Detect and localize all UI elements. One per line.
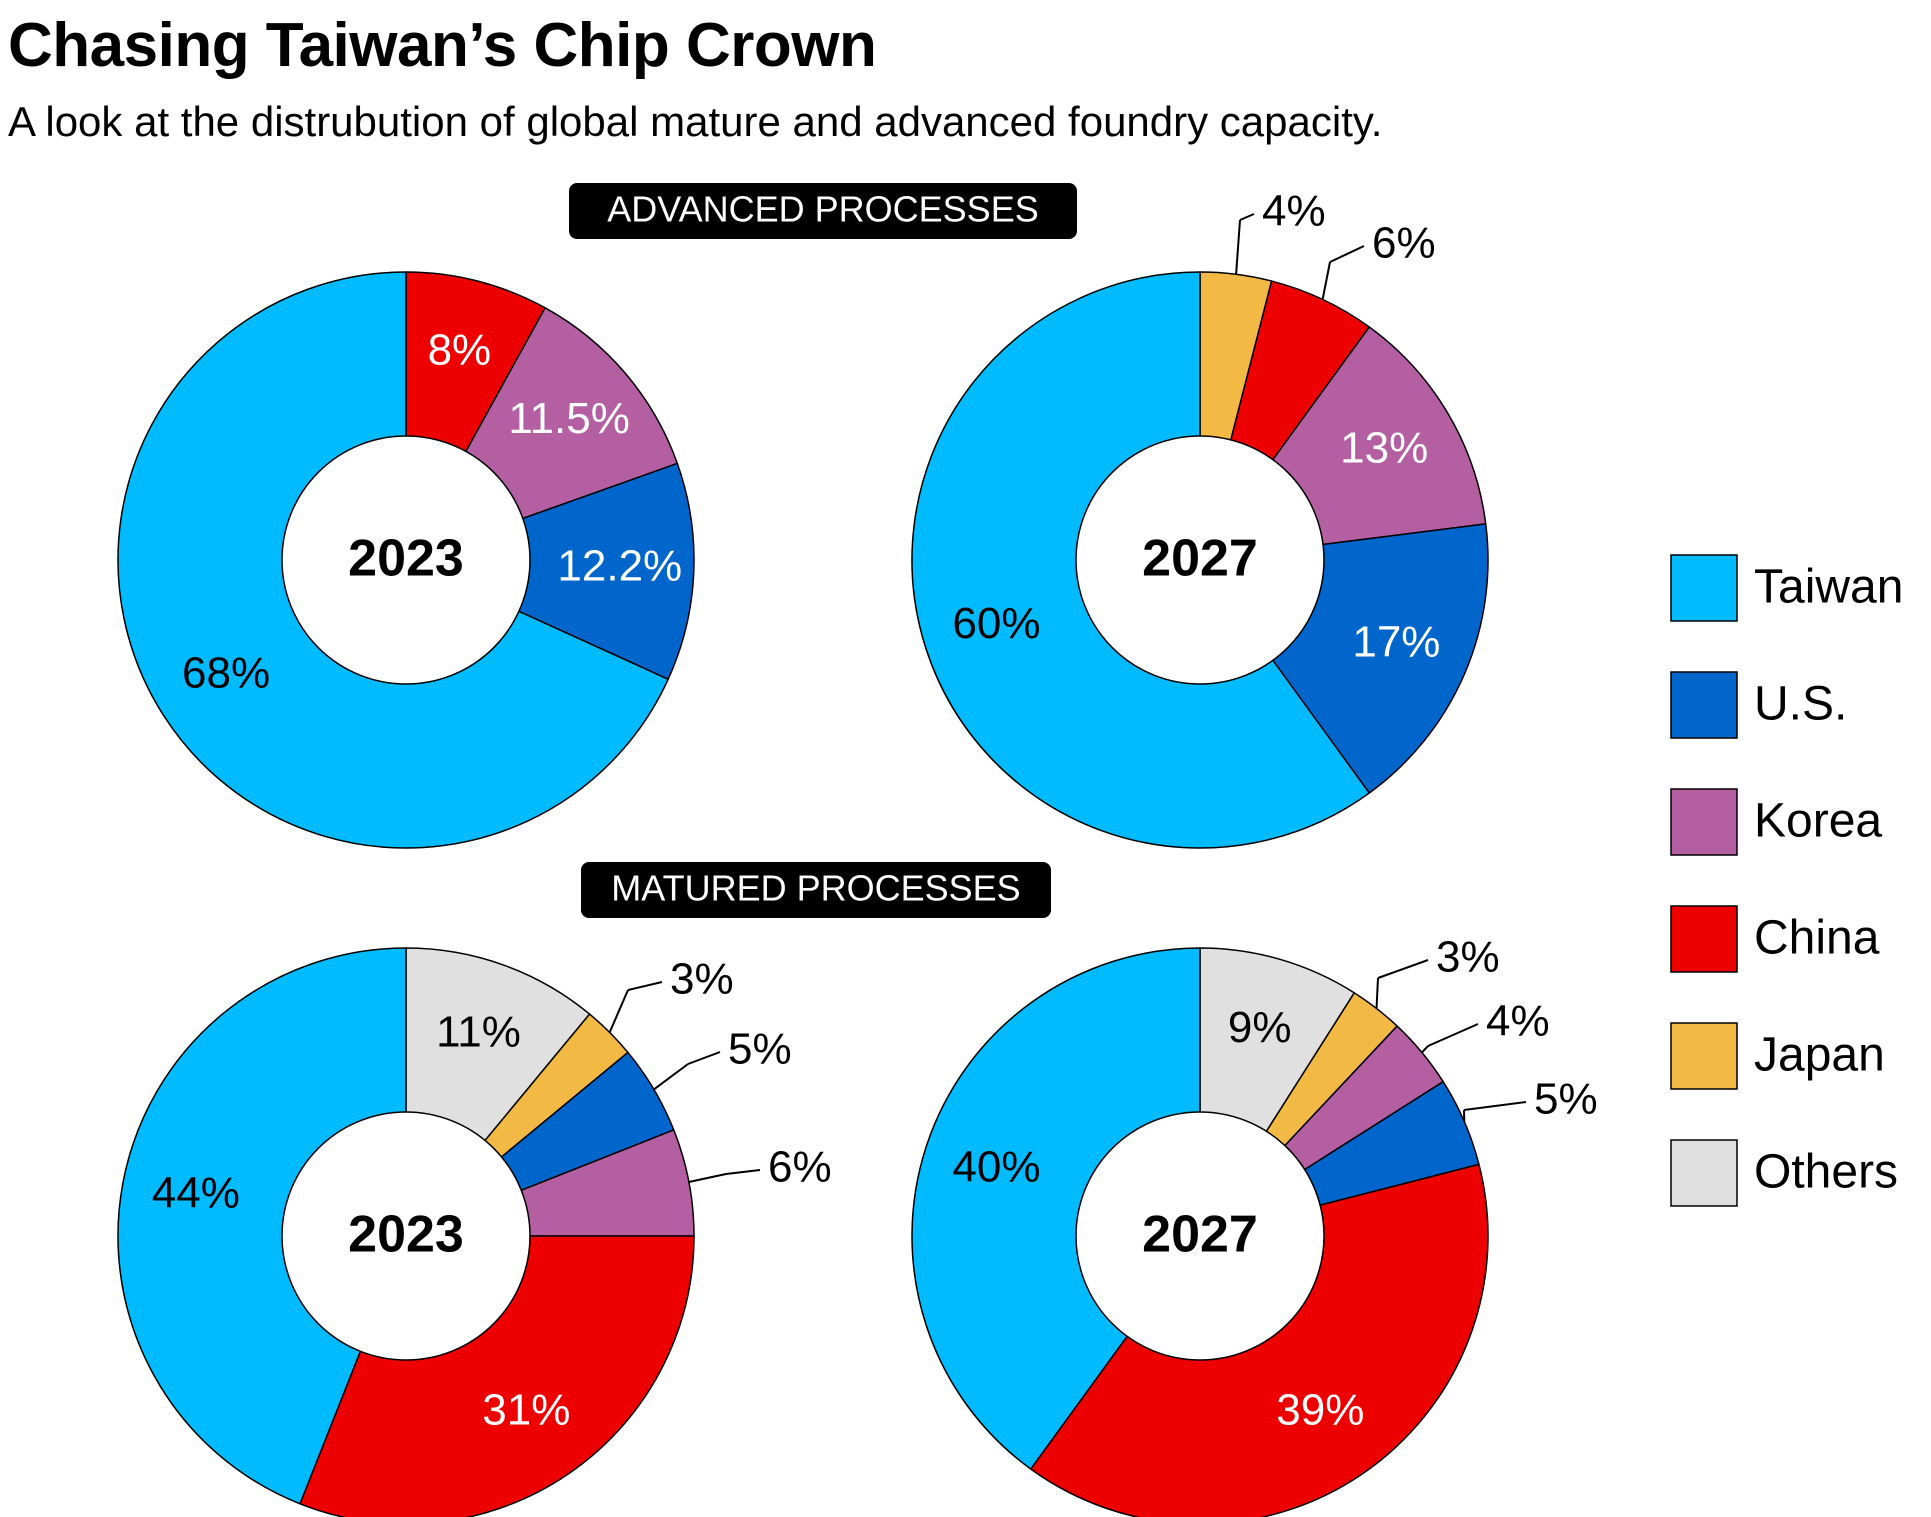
- leader-line-tail-japan: [627, 981, 663, 991]
- data-label-taiwan: 60%: [952, 599, 1040, 648]
- legend-swatch: [1670, 788, 1738, 856]
- donut-advanced-processes-2027: 2027 4% 6% 13% 17% 60%: [911, 187, 1489, 849]
- legend-entry-taiwan: Taiwan: [1670, 554, 1903, 622]
- badge-background: [581, 862, 1051, 918]
- center-year-label: 2023: [348, 530, 464, 588]
- data-label-china: 6%: [1372, 219, 1436, 268]
- center-year-label: 2027: [1142, 530, 1258, 588]
- leader-line-tail-china: [1329, 245, 1365, 263]
- data-label-u-s: 5%: [1534, 1075, 1598, 1124]
- donut-matured-processes-2023: 2023 11% 3% 5% 6% 31% 44%: [117, 947, 832, 1517]
- legend-label: Taiwan: [1754, 561, 1903, 614]
- leader-line-japan: [1375, 977, 1379, 1009]
- donut-hole: [1075, 435, 1325, 685]
- data-label-taiwan: 68%: [182, 648, 270, 697]
- leader-line-tail-japan: [1377, 959, 1429, 979]
- legend-entry-korea: Korea: [1670, 788, 1882, 856]
- data-label-korea: 11.5%: [508, 394, 630, 443]
- leader-line-tail-u-s: [687, 1051, 721, 1065]
- data-label-u-s: 5%: [728, 1025, 792, 1074]
- legend-swatch: [1670, 554, 1738, 622]
- leader-line-korea: [1421, 1045, 1429, 1054]
- donut-charts: 2023 8% 11.5% 12.2% 68% 2027 4% 6% 13% 17% 60% 2023…: [117, 187, 1598, 1517]
- data-label-china: 8%: [428, 325, 492, 374]
- legend-swatch: [1670, 1139, 1738, 1207]
- legend: Taiwan U.S. Korea China Japan Others: [1670, 554, 1903, 1207]
- badge-label: ADVANCED PROCESSES: [607, 189, 1038, 230]
- donut-advanced-processes-2023: 2023 8% 11.5% 12.2% 68%: [117, 271, 695, 849]
- slice-taiwan: [911, 947, 1201, 1470]
- leader-line-tail-u-s: [1463, 1101, 1527, 1111]
- data-label-korea: 4%: [1486, 997, 1550, 1046]
- leader-line-u-s: [653, 1063, 689, 1091]
- data-label-korea: 13%: [1340, 424, 1428, 473]
- donut-matured-processes-2027: 2027 9% 3% 4% 5% 39% 40%: [911, 933, 1598, 1517]
- leader-line-tail-korea: [1427, 1023, 1479, 1047]
- legend-entry-others: Others: [1670, 1139, 1898, 1207]
- data-label-japan: 4%: [1262, 187, 1326, 236]
- legend-label: Japan: [1754, 1029, 1885, 1082]
- data-label-korea: 6%: [768, 1143, 832, 1192]
- legend-label: Others: [1754, 1146, 1898, 1199]
- leader-line-tail-korea: [725, 1169, 761, 1175]
- legend-label: China: [1754, 912, 1880, 965]
- section-badges: ADVANCED PROCESSES MATURED PROCESSES: [569, 183, 1077, 918]
- legend-entry-japan: Japan: [1670, 1022, 1885, 1090]
- data-label-japan: 3%: [670, 955, 734, 1004]
- data-label-japan: 3%: [1436, 933, 1500, 982]
- center-year-label: 2027: [1142, 1206, 1258, 1264]
- legend-entry-china: China: [1670, 905, 1880, 973]
- data-label-taiwan: 44%: [152, 1169, 240, 1218]
- data-label-others: 11%: [436, 1007, 521, 1056]
- leader-line-japan: [1235, 219, 1241, 275]
- legend-swatch: [1670, 905, 1738, 973]
- data-label-china: 39%: [1276, 1386, 1364, 1435]
- leader-line-tail-japan: [1239, 213, 1255, 221]
- data-label-others: 9%: [1228, 1003, 1292, 1052]
- donut-hole: [281, 435, 531, 685]
- leader-line-china: [1321, 261, 1331, 300]
- chart-title: Chasing Taiwan’s Chip Crown: [8, 11, 877, 80]
- legend-swatch: [1670, 671, 1738, 739]
- legend-label: Korea: [1754, 795, 1882, 848]
- data-label-taiwan: 40%: [952, 1142, 1040, 1191]
- slice-u-s: [405, 462, 695, 681]
- legend-entry-u-s: U.S.: [1670, 671, 1847, 739]
- center-year-label: 2023: [348, 1206, 464, 1264]
- section-badge-advanced-processes: ADVANCED PROCESSES: [569, 183, 1077, 239]
- leader-line-korea: [688, 1173, 727, 1184]
- data-label-u-s: 17%: [1352, 618, 1440, 667]
- chart-subtitle: A look at the distrubution of global mat…: [8, 98, 1383, 145]
- badge-background: [569, 183, 1077, 239]
- section-badge-matured-processes: MATURED PROCESSES: [581, 862, 1051, 918]
- donut-hole: [1075, 1111, 1325, 1361]
- leader-line-japan: [608, 989, 629, 1033]
- donut-hole: [281, 1111, 531, 1361]
- badge-label: MATURED PROCESSES: [611, 868, 1020, 909]
- data-label-u-s: 12.2%: [557, 542, 682, 591]
- slice-taiwan: [117, 947, 407, 1505]
- legend-swatch: [1670, 1022, 1738, 1090]
- data-label-china: 31%: [482, 1386, 570, 1435]
- legend-label: U.S.: [1754, 678, 1847, 731]
